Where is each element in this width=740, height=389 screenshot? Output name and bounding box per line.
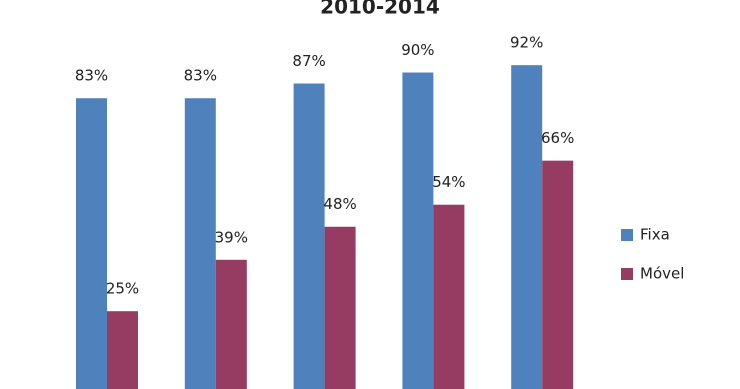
data-label: 83%: [75, 67, 108, 85]
legend-swatch: [621, 268, 633, 280]
data-label: 48%: [323, 195, 356, 213]
bar: [215, 259, 247, 389]
bar: [542, 160, 574, 389]
data-label: 83%: [184, 67, 217, 85]
legend-swatch: [621, 229, 633, 241]
bar: [402, 72, 434, 389]
data-label: 90%: [401, 41, 434, 59]
data-label: 92%: [510, 34, 543, 52]
legend-label: Móvel: [640, 265, 684, 283]
data-label: 66%: [541, 129, 574, 147]
bar: [184, 98, 216, 389]
data-label: 25%: [106, 280, 139, 298]
data-label: 87%: [292, 52, 325, 70]
chart-title: 2010-2014: [320, 0, 440, 19]
bar: [511, 65, 543, 389]
bar: [324, 226, 356, 389]
data-label: 39%: [215, 228, 248, 246]
bar: [433, 204, 465, 389]
bar: [107, 311, 138, 389]
bar: [76, 98, 107, 389]
data-label: 54%: [432, 173, 465, 191]
bar: [293, 83, 325, 389]
legend-label: Fixa: [640, 226, 670, 244]
